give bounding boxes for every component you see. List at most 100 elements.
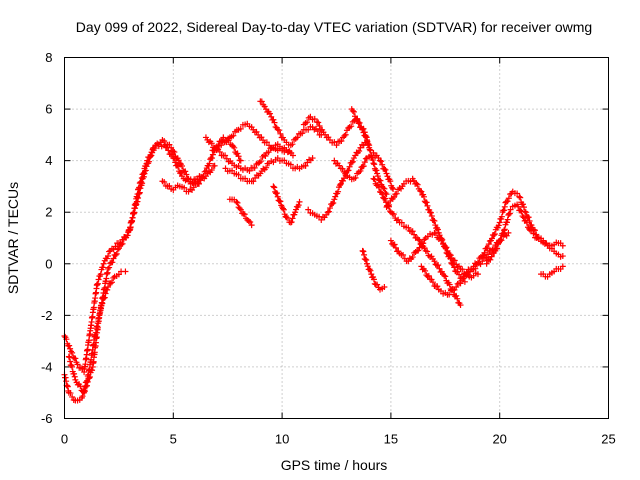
- data-point: [270, 183, 277, 190]
- y-tick-labels: -6 -4 -2 0 2 4 6 8: [41, 50, 53, 426]
- data-point: [105, 265, 112, 272]
- data-point-interp: [171, 155, 178, 162]
- data-point: [72, 376, 79, 383]
- data-point-interp: [375, 184, 382, 191]
- data-point-interp: [289, 215, 296, 222]
- data-point-interp: [411, 231, 418, 238]
- data-point-interp: [265, 149, 272, 156]
- data-point-interp: [138, 178, 145, 185]
- data-point-interp: [350, 108, 357, 115]
- data-point-interp: [505, 195, 512, 202]
- data-point-interp: [349, 107, 356, 114]
- data-point-interp: [431, 217, 438, 224]
- data-point-interp: [416, 244, 423, 251]
- data-point-interp: [463, 269, 470, 276]
- data-point-interp: [336, 182, 343, 189]
- data-point-interp: [89, 367, 96, 374]
- data-point-interp: [485, 251, 492, 258]
- data-point-interp: [545, 242, 552, 249]
- data-point: [379, 191, 386, 198]
- data-point-interp: [474, 259, 481, 266]
- data-point-interp: [138, 174, 145, 181]
- data-point-interp: [166, 182, 173, 189]
- data-point: [479, 258, 486, 265]
- data-point-interp: [360, 125, 367, 132]
- data-point: [152, 142, 159, 149]
- data-point-interp: [271, 119, 278, 126]
- plot-frame: [64, 57, 609, 419]
- data-point: [355, 118, 362, 125]
- data-point: [559, 242, 566, 249]
- data-point-interp: [416, 237, 423, 244]
- data-point: [505, 229, 512, 236]
- data-point-interp: [480, 252, 487, 259]
- data-point-interp: [84, 378, 91, 385]
- data-point-interp: [287, 161, 294, 168]
- data-point-interp: [447, 252, 454, 259]
- series-arc-14: [348, 106, 390, 198]
- data-point-interp: [106, 264, 113, 271]
- data-point-interp: [382, 195, 389, 202]
- data-point-interp: [389, 184, 396, 191]
- data-point-interp: [520, 201, 527, 208]
- data-point-interp: [83, 382, 90, 389]
- data-point: [383, 170, 390, 177]
- data-point-interp: [71, 370, 78, 377]
- x-tick-label: 25: [601, 432, 615, 447]
- data-point-interp: [442, 273, 449, 280]
- series-arc-22: [538, 263, 566, 280]
- data-point-interp: [107, 280, 114, 287]
- data-point-interp: [523, 219, 530, 226]
- data-point-interp: [69, 363, 76, 370]
- data-point-interp: [487, 256, 494, 263]
- data-point-interp: [181, 184, 188, 191]
- data-point-interp: [420, 193, 427, 200]
- data-point: [431, 258, 438, 265]
- data-point-interp: [417, 187, 424, 194]
- data-point-interp: [299, 130, 306, 137]
- data-point: [274, 193, 281, 200]
- data-point-interp: [497, 236, 504, 243]
- data-point-interp: [106, 248, 113, 255]
- data-point: [359, 247, 366, 254]
- data-point-interp: [409, 254, 416, 261]
- data-point: [144, 157, 151, 164]
- data-point-interp: [161, 179, 168, 186]
- data-point-interp: [484, 244, 491, 251]
- data-point-interp: [97, 271, 104, 278]
- data-series: [61, 98, 566, 404]
- data-point-interp: [363, 134, 370, 141]
- data-point-interp: [425, 252, 432, 259]
- data-point-interp: [362, 133, 369, 140]
- data-point-interp: [112, 252, 119, 259]
- y-tick-label: 4: [45, 153, 52, 168]
- data-point-interp: [458, 277, 465, 284]
- data-point-interp: [266, 110, 273, 117]
- data-point: [374, 173, 381, 180]
- data-point-interp: [443, 244, 450, 251]
- grid-lines: [64, 57, 609, 419]
- data-point-interp: [503, 219, 510, 226]
- data-point-interp: [384, 173, 391, 180]
- data-point: [237, 157, 244, 164]
- series-arc-4: [159, 134, 244, 195]
- data-point-interp: [325, 208, 332, 215]
- x-tick-label: 0: [61, 432, 68, 447]
- data-point: [68, 348, 75, 355]
- data-point-interp: [504, 198, 511, 205]
- data-point: [218, 142, 225, 149]
- data-point-interp: [140, 169, 147, 176]
- data-point-interp: [295, 202, 302, 209]
- series-arc-10: [270, 183, 303, 226]
- series-arc-7: [209, 120, 294, 156]
- data-point: [503, 198, 510, 205]
- data-point-interp: [361, 251, 368, 258]
- x-axis-label: GPS time / hours: [281, 457, 388, 473]
- chart-title: Day 099 of 2022, Sidereal Day-to-day VTE…: [76, 19, 592, 35]
- data-point-interp: [530, 230, 537, 237]
- data-point-interp: [314, 128, 321, 135]
- data-point-interp: [392, 244, 399, 251]
- data-point-interp: [390, 211, 397, 218]
- data-point-interp: [422, 267, 429, 274]
